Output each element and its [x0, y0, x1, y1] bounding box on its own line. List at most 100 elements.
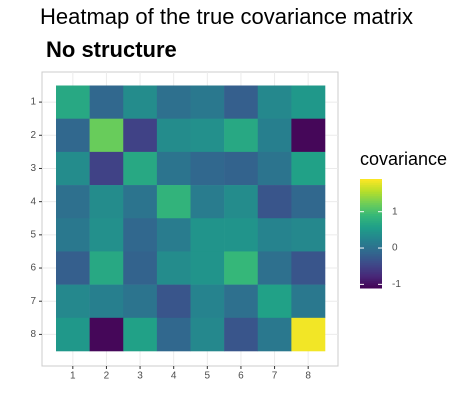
colorbar-segment — [360, 273, 382, 276]
heat-cell — [291, 317, 326, 352]
colorbar-segment — [360, 222, 382, 225]
colorbar-segment — [360, 260, 382, 264]
heat-cell — [89, 118, 124, 153]
heat-cell — [56, 317, 90, 352]
heat-cell — [190, 251, 225, 285]
colorbar-segment — [360, 217, 382, 220]
colorbar-tick-label: 0 — [392, 243, 398, 254]
colorbar-segment — [360, 208, 382, 211]
heat-cell — [291, 151, 326, 186]
x-tick-label: 7 — [272, 371, 278, 382]
colorbar-segment — [360, 235, 382, 238]
colorbar-segment — [360, 202, 382, 205]
colorbar-segment — [360, 231, 382, 234]
heat-cell — [190, 85, 225, 119]
colorbar-segment — [360, 266, 382, 269]
colorbar-segment — [360, 275, 382, 278]
heat-cell — [56, 185, 90, 219]
heat-cell — [56, 284, 90, 319]
chart-subtitle: No structure — [46, 37, 177, 62]
colorbar-segment — [360, 209, 382, 213]
heat-cell — [56, 85, 90, 119]
heat-cell — [190, 317, 225, 352]
heat-cell — [291, 251, 326, 285]
colorbar-segment — [360, 244, 382, 247]
heat-cell — [89, 317, 124, 352]
heat-cell — [156, 284, 191, 319]
colorbar-segment — [360, 284, 382, 287]
colorbar-segment — [360, 249, 382, 253]
heat-cell — [156, 151, 191, 186]
colorbar-segment — [360, 246, 382, 249]
heat-cell — [257, 185, 292, 219]
y-tick-label: 5 — [30, 229, 36, 240]
x-tick-label: 4 — [171, 371, 177, 382]
y-tick-label: 1 — [30, 97, 36, 108]
colorbar-segment — [360, 220, 382, 224]
heat-cell — [56, 218, 90, 252]
heat-cell — [224, 85, 259, 119]
heat-cell — [156, 85, 191, 119]
heat-cell — [89, 251, 124, 285]
y-tick-label: 2 — [30, 130, 36, 141]
heat-cell — [257, 284, 292, 319]
heat-cell — [257, 118, 292, 153]
y-tick-label: 6 — [30, 263, 36, 274]
colorbar-segment — [360, 269, 382, 273]
colorbar-segment — [360, 188, 382, 191]
heat-cell — [224, 317, 259, 352]
colorbar-segment — [360, 277, 382, 280]
chart-title: Heatmap of the true covariance matrix — [40, 4, 413, 29]
colorbar-segment — [360, 242, 382, 245]
heat-cell — [123, 118, 158, 153]
colorbar-segment — [360, 215, 382, 218]
colorbar-segment — [360, 191, 382, 195]
heat-cell — [257, 151, 292, 186]
heat-cell — [123, 218, 158, 252]
heat-cell — [224, 185, 259, 219]
colorbar-segment — [360, 264, 382, 267]
heat-cell — [291, 185, 326, 219]
colorbar-segment — [360, 186, 382, 189]
colorbar-segment — [360, 226, 382, 229]
colorbar-segment — [360, 200, 382, 204]
heat-cell — [291, 118, 326, 153]
colorbar-segment — [360, 182, 382, 185]
heat-cell — [224, 251, 259, 285]
colorbar-segment — [360, 240, 382, 244]
colorbar-segment — [360, 257, 382, 260]
colorbar-segment — [360, 253, 382, 256]
heat-cell — [190, 151, 225, 186]
heat-cell — [190, 284, 225, 319]
heat-cell — [156, 251, 191, 285]
heat-cell — [156, 118, 191, 153]
colorbar-segment — [360, 238, 382, 242]
heat-cell — [291, 85, 326, 119]
colorbar-segment — [360, 198, 382, 202]
colorbar-segment — [360, 228, 382, 231]
colorbar-segment — [360, 237, 382, 240]
heat-cell — [224, 218, 259, 252]
heat-cell — [89, 151, 124, 186]
colorbar-segment — [360, 282, 382, 285]
x-tick-label: 3 — [137, 371, 143, 382]
heat-cell — [123, 85, 158, 119]
colorbar-segment — [360, 271, 382, 274]
colorbar-segment — [360, 224, 382, 227]
colorbar-segment — [360, 206, 382, 209]
x-tick-label: 8 — [305, 371, 311, 382]
heat-cell — [257, 317, 292, 352]
heat-cell — [123, 317, 158, 352]
heat-cell — [190, 118, 225, 153]
colorbar-segment — [360, 280, 382, 284]
y-tick-label: 3 — [30, 163, 36, 174]
colorbar-segment — [360, 286, 382, 289]
colorbar-segment — [360, 211, 382, 215]
heat-cell — [291, 218, 326, 252]
colorbar-tick-label: -1 — [392, 279, 401, 290]
colorbar-segment — [360, 218, 382, 222]
heat-cell — [156, 317, 191, 352]
y-tick-label: 7 — [30, 296, 36, 307]
legend-title: covariance — [360, 149, 447, 169]
